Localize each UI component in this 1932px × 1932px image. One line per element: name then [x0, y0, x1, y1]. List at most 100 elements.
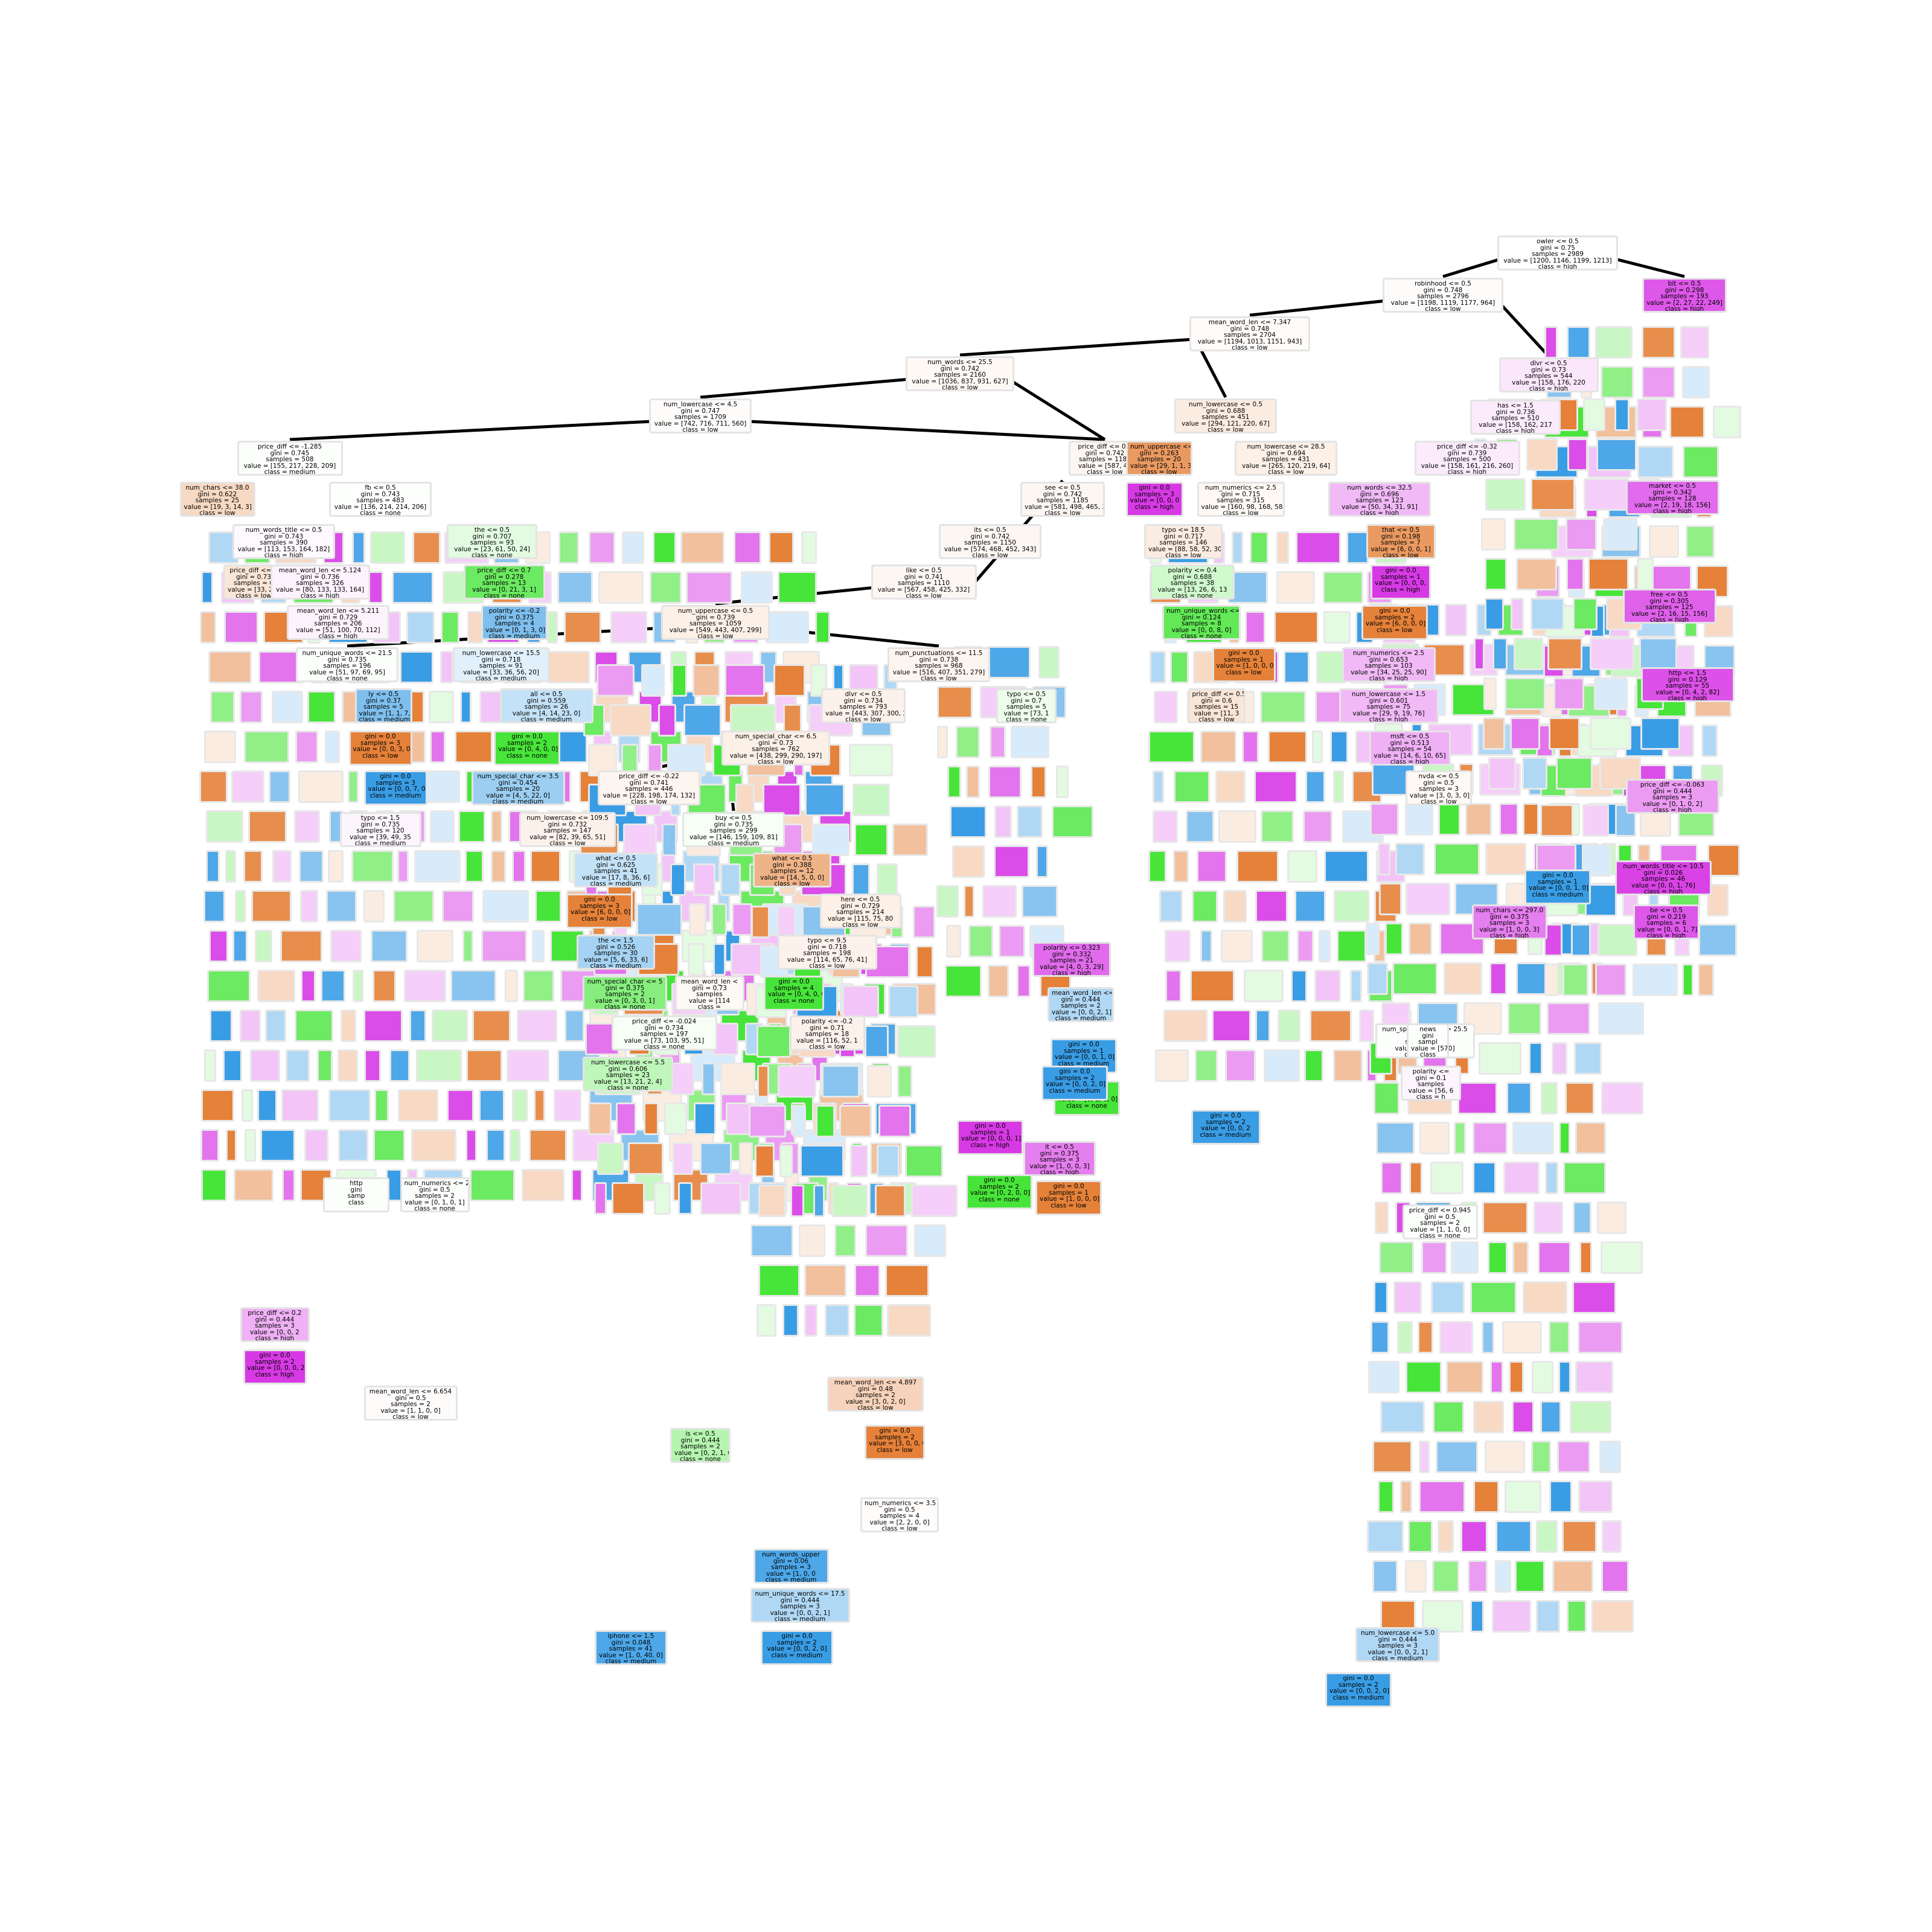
- collapsed-node: [1445, 1361, 1483, 1393]
- node-text-line: class = high: [264, 552, 304, 559]
- tree-node: is <= 0.5 gini = 0.444 samples = 2 value = …: [670, 1428, 731, 1463]
- collapsed-node: [1393, 1281, 1422, 1314]
- collapsed-node: [1259, 691, 1306, 723]
- collapsed-node: [391, 571, 433, 604]
- node-text-line: class = high: [1052, 970, 1092, 977]
- collapsed-node: [1366, 962, 1388, 995]
- collapsed-node: [1173, 850, 1189, 883]
- collapsed-node: [1535, 1520, 1558, 1553]
- collapsed-node: [458, 810, 485, 843]
- collapsed-node: [720, 1063, 755, 1095]
- collapsed-node: [1170, 651, 1189, 683]
- tree-node: http gini samp class: [323, 1177, 389, 1212]
- node-text-line: value = [0, 0, 0: [1130, 497, 1180, 504]
- tree-node: gini = 0.0 samples = 2 value = [6, 0, 0, 0…: [1361, 605, 1428, 640]
- node-text-line: class = low: [1198, 716, 1235, 723]
- collapsed-node: [1380, 1401, 1425, 1433]
- collapsed-node: [1637, 558, 1654, 590]
- collapsed-node: [460, 691, 472, 723]
- collapsed-node: [481, 930, 527, 962]
- collapsed-node: [1291, 970, 1308, 1002]
- collapsed-node: [200, 1169, 227, 1201]
- collapsed-node: [1513, 518, 1559, 551]
- node-text-line: class = high: [1529, 385, 1569, 392]
- node-text-line: num_lowercase <= 15.5: [462, 650, 540, 657]
- node-text-line: it <= 0.5: [1044, 1144, 1074, 1151]
- collapsed-node: [257, 970, 296, 1002]
- collapsed-node: [1485, 843, 1527, 875]
- collapsed-node: [208, 930, 228, 962]
- collapsed-node: [532, 930, 545, 962]
- collapsed-node: [325, 731, 341, 763]
- collapsed-node: [963, 885, 974, 918]
- collapsed-node: [1686, 525, 1715, 558]
- collapsed-node: [1558, 1122, 1570, 1154]
- collapsed-node: [1491, 1600, 1531, 1633]
- tree-node: the <= 1.5 gini = 0.526 samples = 30 value …: [577, 935, 655, 970]
- node-text-line: class = none: [607, 1084, 648, 1092]
- collapsed-node: [1563, 1162, 1606, 1194]
- collapsed-node: [512, 1089, 528, 1122]
- node-text-line: robinhood <= 0.5: [1415, 280, 1471, 287]
- collapsed-node: [1544, 964, 1559, 996]
- node-text-line: class = none: [1172, 592, 1213, 600]
- node-text-line: gini = 0.0: [1059, 1068, 1090, 1075]
- node-text-line: value = [0, 0, 2, 0]: [1329, 1687, 1390, 1695]
- collapsed-node: [1680, 326, 1710, 359]
- node-text-line: class =: [697, 1003, 721, 1011]
- collapsed-node: [1698, 924, 1737, 956]
- tree-node: fb <= 0.5 gini = 0.743 samples = 483 value …: [329, 482, 432, 517]
- collapsed-node: [888, 985, 918, 1018]
- collapsed-node: [1561, 1520, 1597, 1553]
- collapsed-node: [1197, 850, 1227, 883]
- node-text-line: the <= 1.5: [598, 937, 634, 944]
- node-text-line: samples = 93: [470, 539, 514, 546]
- collapsed-node: [1273, 611, 1319, 644]
- collapsed-node: [670, 1063, 695, 1095]
- collapsed-node: [1433, 1401, 1465, 1433]
- node-text-line: gini = 0.0: [511, 733, 543, 740]
- collapsed-node: [831, 1185, 868, 1217]
- collapsed-node: [432, 1009, 469, 1042]
- node-text-line: samples = 125: [1645, 604, 1694, 611]
- collapsed-node: [756, 1304, 777, 1337]
- tree-node: num_uppercase <= 0.5 gini = 0.739 samples …: [661, 605, 770, 640]
- collapsed-node: [1515, 558, 1557, 590]
- collapsed-node: [1220, 930, 1253, 962]
- collapsed-node: [1419, 1441, 1430, 1473]
- collapsed-node: [1522, 1281, 1567, 1314]
- tree-node: mean_word_len < gini = 0.73 samples value =…: [674, 976, 744, 1011]
- collapsed-node: [678, 1182, 693, 1215]
- tree-node: num_numerics <= 2.5 gini = 0.715 samples =…: [1197, 482, 1285, 517]
- node-text-line: class = none: [414, 1205, 455, 1212]
- collapsed-node: [1557, 1441, 1591, 1473]
- tree-node: bit <= 0.5 gini = 0.298 samples = 193 value…: [1642, 278, 1727, 313]
- tree-node: num_lowercase <= 4.5 gini = 0.747 samples …: [649, 398, 752, 433]
- tree-node: num_lowercase <= 5.0 gini = 0.444 samples …: [1355, 1627, 1440, 1662]
- node-text-line: class = medium: [1372, 1655, 1424, 1662]
- node-text-line: num_special_char <= 5: [587, 978, 663, 985]
- node-text-line: class = none: [1419, 1232, 1460, 1239]
- node-text-line: price_diff <= 0.945: [1409, 1207, 1471, 1214]
- node-text-line: samples = 2: [1061, 1002, 1101, 1009]
- node-text-line: samples = 6: [1646, 920, 1686, 927]
- tree-node: price_diff <= 0.7 gini = 0.278 samples = 1…: [463, 565, 545, 600]
- collapsed-node: [597, 1142, 624, 1175]
- collapsed-node: [232, 930, 248, 962]
- collapsed-node: [429, 810, 455, 843]
- collapsed-node: [914, 1224, 947, 1257]
- collapsed-node: [700, 1142, 732, 1175]
- node-text-line: class = low: [1421, 798, 1457, 805]
- collapsed-node: [673, 1142, 694, 1175]
- node-text-line: samples = 3: [1378, 1642, 1418, 1649]
- collapsed-node: [223, 611, 258, 644]
- tree-node: typo <= 1.5 gini = 0.735 samples = 120 valu…: [339, 812, 421, 847]
- collapsed-node: [1534, 1201, 1564, 1234]
- node-text-line: class = high: [1668, 695, 1707, 702]
- collapsed-node: [1485, 478, 1526, 511]
- tree-node: gini = 0.0 samples = 1 value = [1, 0, 0, 0…: [1212, 647, 1276, 682]
- collapsed-node: [364, 1049, 382, 1082]
- node-text-line: class = none: [507, 752, 548, 760]
- node-text-line: samples = 75: [1366, 703, 1411, 711]
- node-text-line: gini = 0.0: [778, 978, 810, 985]
